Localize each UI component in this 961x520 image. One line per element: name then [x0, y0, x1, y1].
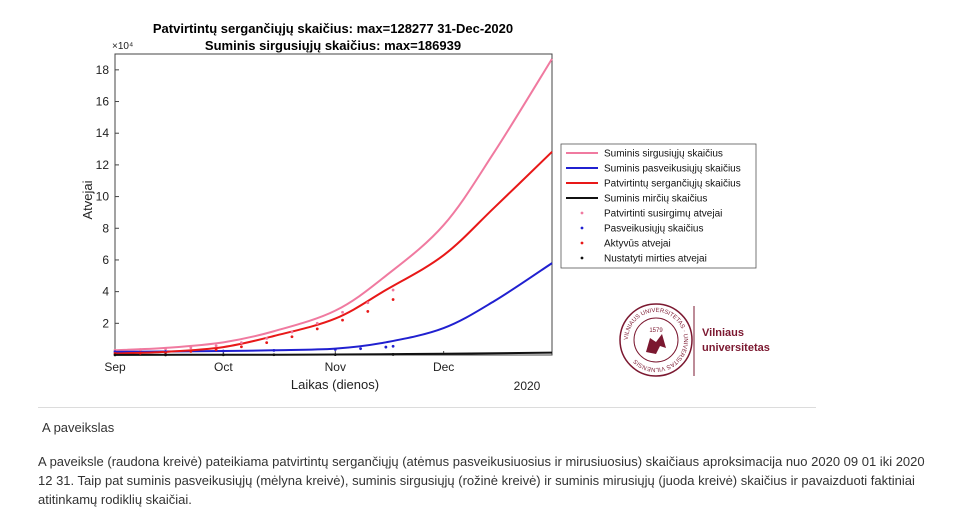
figure-label: A paveikslas	[42, 420, 115, 435]
legend-entry-label: Patvirtintų sergančiųjų skaičius	[604, 179, 741, 190]
y-tick-label: 12	[96, 158, 110, 172]
series-point-6	[189, 349, 193, 353]
legend-entry-label: Suminis pasveikusiųjų skaičius	[604, 164, 741, 175]
series-point-4	[189, 346, 193, 350]
university-name-line2: universitetas	[702, 342, 770, 354]
series-line-0	[114, 58, 553, 352]
knight-icon	[646, 334, 666, 354]
university-name: Vilniaus universitetas	[702, 326, 822, 356]
y-axis-label: Atvejai	[80, 180, 95, 219]
plot-frame	[114, 53, 553, 356]
series-point-6	[265, 341, 269, 345]
series-point-4	[315, 321, 319, 325]
x-tick-label: Nov	[325, 360, 346, 374]
series-point-6	[214, 348, 218, 352]
legend-entry-label: Pasveikusiųjų skaičius	[604, 224, 704, 235]
series-point-7	[113, 353, 117, 357]
series-layer	[113, 58, 553, 357]
y-axis-ticks: 2 4 6 8 10 12 14 16 18	[96, 63, 119, 330]
series-point-5	[384, 345, 388, 349]
figure-description: A paveiksle (raudona kreivė) pateikiama …	[38, 454, 925, 507]
y-tick-label: 16	[96, 95, 110, 109]
y-tick-label: 18	[96, 63, 110, 77]
series-point-7	[164, 353, 167, 357]
chart-title: Patvirtintų sergančiųjų skaičius: max=12…	[153, 21, 513, 36]
covid-chart: Patvirtintų sergančiųjų skaičius: max=12…	[80, 21, 757, 393]
seal-inner-ring	[633, 317, 679, 363]
series-point-4	[290, 330, 294, 334]
x-tick-label: Sep	[104, 360, 126, 374]
caption-divider	[38, 407, 816, 408]
legend-dot-swatch	[580, 241, 584, 245]
series-point-4	[240, 341, 243, 345]
legend-entry-label: Suminis mirčių skaičius	[604, 194, 707, 205]
university-logo: VILNIAUS UNIVERSITETAS · UNIVERSITAS VIL…	[619, 303, 695, 377]
series-point-6	[164, 351, 167, 354]
series-point-7	[221, 353, 225, 357]
x-tick-label: Dec	[433, 360, 454, 374]
series-line-2	[114, 151, 553, 355]
legend-entry-label: Aktyvūs atvejai	[604, 239, 671, 250]
legend-dot-swatch	[580, 226, 584, 230]
series-point-7	[272, 353, 276, 357]
series-point-6	[391, 298, 395, 301]
y-tick-label: 4	[102, 285, 109, 299]
series-point-7	[391, 353, 395, 356]
y-tick-label: 14	[96, 126, 110, 140]
series-point-5	[359, 347, 362, 351]
series-point-6	[138, 351, 142, 355]
y-tick-label: 2	[102, 316, 109, 330]
y-tick-label: 8	[102, 221, 109, 235]
legend-entry-label: Suminis sirgusiųjų skaičius	[604, 149, 723, 160]
series-point-5	[391, 344, 395, 348]
legend-entry-label: Patvirtinti susirgimų atvejai	[604, 209, 722, 220]
legend-dot-swatch	[580, 211, 584, 215]
legend-dot-swatch	[580, 256, 584, 260]
y-tick-label: 10	[96, 190, 110, 204]
chart-subtitle: Suminis sirgusiųjų skaičius: max=186939	[205, 38, 461, 53]
seal-year: 1579	[649, 328, 663, 334]
series-point-4	[366, 301, 370, 305]
series-point-7	[333, 353, 337, 357]
x-axis-label: Laikas (dienos)	[291, 377, 379, 392]
series-point-6	[341, 318, 344, 322]
series-point-4	[265, 336, 269, 340]
series-point-5	[272, 349, 276, 352]
series-point-4	[214, 344, 218, 348]
legend-entry-label: Nustatyti mirties atvejai	[604, 254, 707, 265]
series-point-5	[221, 349, 225, 353]
legend-box	[560, 143, 757, 269]
series-point-6	[315, 327, 319, 331]
seal-outer-ring	[619, 303, 693, 377]
y-exponent-label: ×10⁴	[112, 41, 133, 52]
university-name-line1: Vilniaus	[702, 327, 744, 339]
x-year-label: 2020	[514, 379, 541, 393]
legend: Suminis sirgusiųjų skaičius Suminis pasve…	[566, 149, 741, 265]
x-tick-label: Oct	[214, 360, 233, 374]
series-point-6	[366, 310, 370, 313]
series-point-6	[240, 345, 243, 349]
series-point-5	[333, 348, 337, 351]
series-line-1	[114, 262, 553, 353]
y-tick-label: 6	[102, 253, 109, 267]
series-point-6	[290, 335, 294, 339]
series-point-4	[164, 347, 167, 351]
series-point-4	[138, 348, 142, 352]
series-point-4	[341, 310, 344, 314]
x-axis-ticks: Sep Oct Nov Dec	[104, 351, 454, 374]
series-point-4	[391, 288, 395, 292]
